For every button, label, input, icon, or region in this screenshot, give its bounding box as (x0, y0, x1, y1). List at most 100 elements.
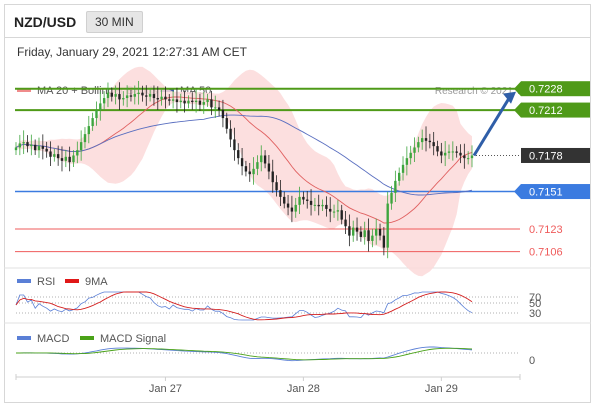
candle-body (398, 172, 401, 181)
candle-body (129, 95, 133, 97)
candle-body (409, 152, 412, 159)
candle-body (60, 158, 64, 161)
candle-body (83, 134, 87, 143)
candle-body (171, 99, 175, 101)
candle-body (413, 147, 416, 153)
bollinger-band (16, 66, 472, 277)
price-tag-label: 0.7228 (529, 84, 563, 96)
candle-body (179, 100, 182, 103)
candle-body (447, 151, 451, 153)
rsi-line (15, 291, 473, 321)
candle-body (210, 99, 213, 108)
candle-body (217, 107, 221, 111)
price-tag-resistance (521, 81, 590, 97)
candle-body (30, 144, 33, 147)
price-tag-pointer (514, 102, 521, 118)
candle-body (87, 126, 90, 135)
candle-body (455, 151, 458, 153)
candle-body (420, 138, 424, 143)
forecast-arrow-shaft (472, 95, 512, 157)
candle-body (145, 95, 148, 97)
candle-body (95, 110, 98, 119)
legend-swatch (17, 279, 31, 283)
candle-body (183, 100, 186, 104)
candle-body (371, 235, 374, 241)
candle-body (424, 138, 428, 141)
candle-body (363, 230, 366, 237)
x-axis-tick-label: Jan 28 (287, 383, 320, 395)
candle-body (237, 150, 240, 159)
candle-body (68, 156, 71, 163)
candle-body (386, 203, 389, 248)
candle-body (22, 142, 25, 144)
candle-body (18, 143, 22, 148)
candle-body (405, 158, 409, 165)
x-axis-tick-label: Jan 27 (149, 383, 182, 395)
candle-body (375, 228, 378, 236)
candle-body (221, 110, 225, 119)
candle-body (76, 150, 79, 156)
candle-body (102, 98, 106, 104)
legend-label: RSI (37, 276, 55, 288)
candle-body (233, 139, 236, 151)
candle-body (240, 158, 244, 167)
candle-body (14, 147, 18, 151)
macd-signal-line (16, 347, 473, 361)
candle-body (267, 163, 271, 172)
candle-body (53, 154, 56, 157)
candle-body (118, 94, 121, 100)
rsi-level-label: 50 (529, 298, 541, 310)
candle-body (26, 142, 29, 147)
macd-line (15, 346, 473, 362)
chart-header: NZD/USD 30 MIN (4, 4, 591, 38)
price-tag-label: 0.7212 (529, 105, 563, 117)
candle-body (141, 92, 144, 96)
candle-body (355, 227, 359, 232)
candle-body (160, 96, 163, 100)
price-tag-label: 0.7106 (529, 247, 563, 259)
price-tag-current (521, 147, 590, 163)
legend-swatch (17, 88, 31, 92)
candle-body (298, 196, 301, 205)
price-tag-label: 0.7151 (529, 187, 563, 199)
candle-body (309, 200, 313, 205)
candle-body (436, 146, 439, 152)
legend-swatch (80, 336, 94, 340)
candle-body (359, 231, 363, 237)
candle-body (336, 210, 340, 212)
candle-body (187, 100, 190, 104)
candle-body (348, 226, 351, 236)
candle-body (329, 208, 332, 212)
candle-body (263, 155, 267, 164)
candle-body (72, 155, 75, 163)
legend-label: MACD Signal (100, 333, 166, 345)
candle-body (428, 140, 432, 143)
candle-body (279, 190, 282, 197)
rsi-9ma-line (15, 291, 473, 321)
candle-body (466, 158, 470, 160)
candle-body (352, 227, 355, 236)
candle-body (432, 142, 435, 147)
candle-body (37, 146, 41, 151)
candle-body (106, 92, 110, 99)
candle-body (443, 152, 447, 156)
candle-body (275, 182, 278, 191)
candle-body (49, 151, 52, 157)
legend-swatch (65, 279, 79, 283)
candle-body (394, 180, 397, 193)
forecast-arrow-head (503, 91, 516, 104)
price-tag-pointer (514, 184, 521, 200)
timeframe-badge[interactable]: 30 MIN (86, 11, 143, 33)
candle-body (306, 199, 309, 201)
candle-body (137, 92, 140, 95)
candle-body (125, 95, 129, 99)
candle-body (244, 166, 248, 172)
candle-body (164, 96, 167, 100)
candle-body (194, 100, 198, 103)
candle-body (440, 151, 443, 156)
candle-body (252, 168, 255, 175)
candle-body (290, 207, 294, 212)
candle-body (317, 204, 320, 207)
rsi-level-label: 30 (529, 308, 541, 320)
